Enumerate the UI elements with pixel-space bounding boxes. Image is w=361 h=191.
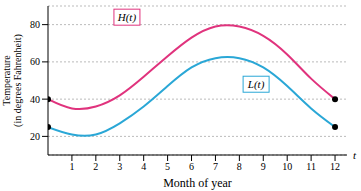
svg-text:6: 6 — [189, 161, 194, 172]
svg-text:1: 1 — [69, 161, 74, 172]
svg-text:H(t): H(t) — [117, 11, 137, 24]
svg-text:L(t): L(t) — [247, 78, 265, 91]
svg-text:5: 5 — [165, 161, 170, 172]
svg-text:40: 40 — [30, 94, 40, 105]
svg-text:9: 9 — [261, 161, 266, 172]
svg-text:4: 4 — [141, 161, 146, 172]
svg-text:2: 2 — [93, 161, 98, 172]
svg-text:11: 11 — [306, 161, 316, 172]
svg-text:7: 7 — [213, 161, 218, 172]
svg-text:Temperature(in degrees Fahrenh: Temperature(in degrees Fahrenheit) — [8, 34, 24, 127]
svg-text:80: 80 — [30, 19, 40, 30]
svg-text:8: 8 — [237, 161, 242, 172]
svg-text:20: 20 — [30, 131, 40, 142]
svg-text:12: 12 — [330, 161, 340, 172]
svg-text:10: 10 — [282, 161, 292, 172]
svg-text:Month of year: Month of year — [163, 176, 232, 190]
svg-text:3: 3 — [117, 161, 122, 172]
svg-text:60: 60 — [30, 56, 40, 67]
